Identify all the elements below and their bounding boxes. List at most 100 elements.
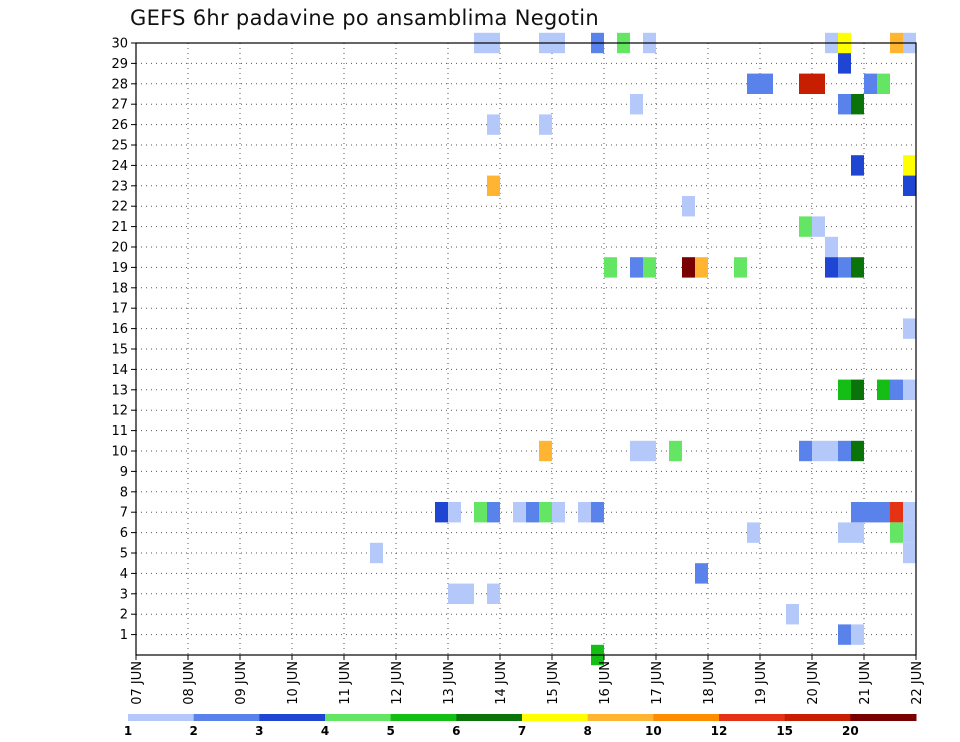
legend-label: 6 xyxy=(452,724,460,738)
precip-cell xyxy=(838,522,851,543)
y-tick-label: 1 xyxy=(120,628,128,643)
precip-cell xyxy=(526,502,539,523)
precip-cell xyxy=(903,502,916,523)
precip-cell xyxy=(591,502,604,523)
y-tick-label: 26 xyxy=(111,118,128,133)
precip-cell xyxy=(838,379,851,400)
precip-cell xyxy=(851,155,864,176)
y-tick-label: 8 xyxy=(120,485,128,500)
precip-cell xyxy=(682,257,695,278)
x-tick-label: 15 JUN xyxy=(546,661,561,705)
y-tick-label: 4 xyxy=(120,567,128,582)
legend-label: 10 xyxy=(645,724,662,738)
legend-swatch xyxy=(587,714,654,721)
legend-swatch xyxy=(653,714,720,721)
precip-cell xyxy=(838,257,851,278)
y-tick-label: 17 xyxy=(111,302,128,317)
y-tick-label: 16 xyxy=(111,322,128,337)
x-tick-label: 18 JUN xyxy=(702,661,717,705)
precip-cell xyxy=(812,73,825,94)
legend-swatch xyxy=(850,714,917,721)
y-tick-label: 9 xyxy=(120,465,128,480)
legend-swatch xyxy=(456,714,523,721)
y-tick-label: 14 xyxy=(111,363,128,378)
precip-cell xyxy=(513,502,526,523)
y-tick-label: 22 xyxy=(111,200,128,215)
precip-cell xyxy=(851,440,864,462)
precip-cell xyxy=(630,257,643,278)
y-tick-label: 15 xyxy=(111,343,128,358)
precip-cell xyxy=(747,73,760,94)
precip-cell xyxy=(747,522,760,543)
precip-cell xyxy=(435,502,448,523)
y-tick-label: 6 xyxy=(120,526,128,541)
precip-cell xyxy=(539,502,552,523)
y-tick-label: 23 xyxy=(111,179,128,194)
legend-label: 12 xyxy=(711,724,728,738)
legend-label: 2 xyxy=(189,724,197,738)
precip-cell xyxy=(786,604,799,625)
y-tick-label: 19 xyxy=(111,261,128,276)
precip-cell xyxy=(812,216,825,237)
precip-cell xyxy=(903,155,916,176)
precip-cell xyxy=(903,175,916,196)
precip-cell xyxy=(643,257,656,278)
x-tick-label: 12 JUN xyxy=(390,661,405,705)
precip-cell xyxy=(552,502,565,523)
legend-swatch xyxy=(193,714,260,721)
precip-cell xyxy=(851,94,864,115)
precip-cell xyxy=(838,94,851,115)
precip-cell xyxy=(864,502,877,523)
precip-cell xyxy=(825,236,838,258)
y-tick-label: 18 xyxy=(111,281,128,296)
precip-cell xyxy=(448,583,461,604)
legend-label: 4 xyxy=(321,724,329,738)
chart-title: GEFS 6hr padavine po ansamblima Negotin xyxy=(130,6,599,30)
precip-cell xyxy=(734,257,747,278)
precip-cell xyxy=(370,542,383,564)
x-tick-label: 16 JUN xyxy=(598,661,613,705)
y-tick-label: 25 xyxy=(111,139,128,154)
precip-cell xyxy=(487,502,500,523)
x-tick-label: 07 JUN xyxy=(130,661,145,705)
precip-cell xyxy=(760,73,773,94)
precip-cell xyxy=(903,379,916,400)
precip-cell xyxy=(890,522,903,543)
precip-cell xyxy=(539,114,552,135)
precip-cell xyxy=(630,440,643,462)
x-tick-label: 13 JUN xyxy=(442,661,457,705)
legend-swatch xyxy=(784,714,851,721)
precip-cell xyxy=(851,379,864,400)
precip-cell xyxy=(851,257,864,278)
precip-cell xyxy=(604,257,617,278)
legend-label: 5 xyxy=(386,724,394,738)
precip-cell xyxy=(877,379,890,400)
x-tick-label: 14 JUN xyxy=(494,661,509,705)
precip-cell xyxy=(838,53,851,74)
x-tick-label: 21 JUN xyxy=(858,661,873,705)
precip-cell xyxy=(851,624,864,645)
y-tick-label: 27 xyxy=(111,98,128,113)
precip-cell xyxy=(903,522,916,543)
y-tick-label: 2 xyxy=(120,608,128,623)
precip-cell xyxy=(695,563,708,584)
x-tick-label: 10 JUN xyxy=(286,661,301,705)
precip-cell xyxy=(877,73,890,94)
y-tick-label: 7 xyxy=(120,506,128,521)
legend-swatch xyxy=(390,714,457,721)
x-tick-label: 11 JUN xyxy=(338,661,353,705)
precip-cell xyxy=(630,94,643,115)
x-tick-label: 08 JUN xyxy=(182,661,197,705)
legend-label: 1 xyxy=(124,724,132,738)
precip-cell xyxy=(578,502,591,523)
precip-cell xyxy=(890,379,903,400)
precip-cell xyxy=(448,502,461,523)
precip-cell xyxy=(461,583,474,604)
y-tick-label: 11 xyxy=(111,424,128,439)
y-tick-label: 10 xyxy=(111,445,128,460)
precip-cell xyxy=(487,114,500,135)
y-tick-label: 20 xyxy=(111,241,128,256)
legend-label: 3 xyxy=(255,724,263,738)
legend-label: 15 xyxy=(776,724,793,738)
